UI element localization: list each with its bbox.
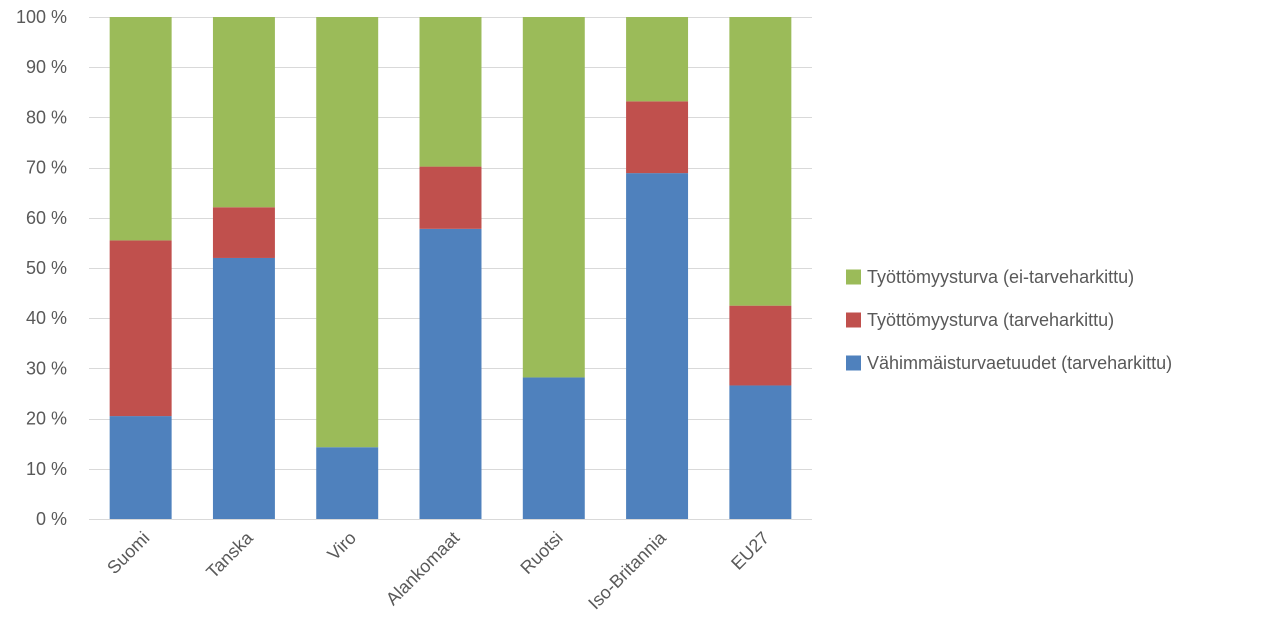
bar-segment — [729, 305, 792, 386]
legend-label: Työttömyysturva (ei-tarveharkittu) — [867, 267, 1134, 287]
y-tick-label: 10 % — [26, 459, 67, 479]
y-tick-label: 0 % — [36, 509, 67, 529]
bar-segment — [419, 17, 482, 167]
bar-segment — [626, 17, 689, 102]
y-tick-label: 30 % — [26, 358, 67, 378]
x-tick-label: Tanska — [202, 527, 257, 582]
y-tick-label: 50 % — [26, 258, 67, 278]
legend-item: Vähimmäisturvaetuudet (tarveharkittu) — [846, 353, 1172, 373]
legend-swatch — [846, 355, 861, 371]
legend-item: Työttömyysturva (tarveharkittu) — [846, 310, 1114, 330]
legend-label: Vähimmäisturvaetuudet (tarveharkittu) — [867, 353, 1172, 373]
bar-segment — [419, 228, 482, 519]
y-tick-label: 20 % — [26, 409, 67, 429]
x-tick-label: EU27 — [727, 528, 773, 574]
bar-segment — [316, 447, 379, 519]
bar-segment — [729, 385, 792, 519]
bar-segment — [109, 240, 172, 417]
y-tick-label: 90 % — [26, 57, 67, 77]
bar-segment — [316, 17, 379, 448]
bar-segment — [109, 416, 172, 519]
y-axis: 0 % 10 % 20 % 30 % 40 % 50 % 60 % 70 % 80 % 90 % 1… — [16, 7, 67, 529]
legend-label: Työttömyysturva (tarveharkittu) — [867, 310, 1114, 330]
bar-segment — [212, 207, 275, 258]
bar-segment — [109, 17, 172, 241]
y-tick-label: 70 % — [26, 158, 67, 178]
bar-segment — [212, 17, 275, 208]
y-tick-label: 100 % — [16, 7, 67, 27]
legend-swatch — [846, 269, 861, 285]
x-tick-label: Ruotsi — [516, 528, 566, 578]
bar-segment — [729, 17, 792, 306]
bar-segment — [212, 257, 275, 519]
y-tick-label: 80 % — [26, 107, 67, 127]
y-tick-label: 40 % — [26, 308, 67, 328]
x-tick-label: Suomi — [103, 528, 153, 578]
x-tick-label: Alankomaat — [382, 528, 463, 609]
x-tick-label: Viro — [323, 528, 360, 565]
bar-segment — [522, 17, 585, 378]
legend: Työttömyysturva (ei-tarveharkittu) Työttö… — [846, 267, 1172, 373]
legend-item: Työttömyysturva (ei-tarveharkittu) — [846, 267, 1134, 287]
legend-swatch — [846, 312, 861, 328]
bars — [109, 17, 792, 519]
bar-segment — [626, 173, 689, 519]
bar-segment — [522, 377, 585, 519]
bar-segment — [626, 101, 689, 174]
y-tick-label: 60 % — [26, 208, 67, 228]
x-tick-label: Iso-Britannia — [584, 527, 670, 613]
x-axis: Suomi Tanska Viro Alankomaat Ruotsi Iso-Brita… — [103, 527, 773, 613]
bar-segment — [419, 166, 482, 229]
